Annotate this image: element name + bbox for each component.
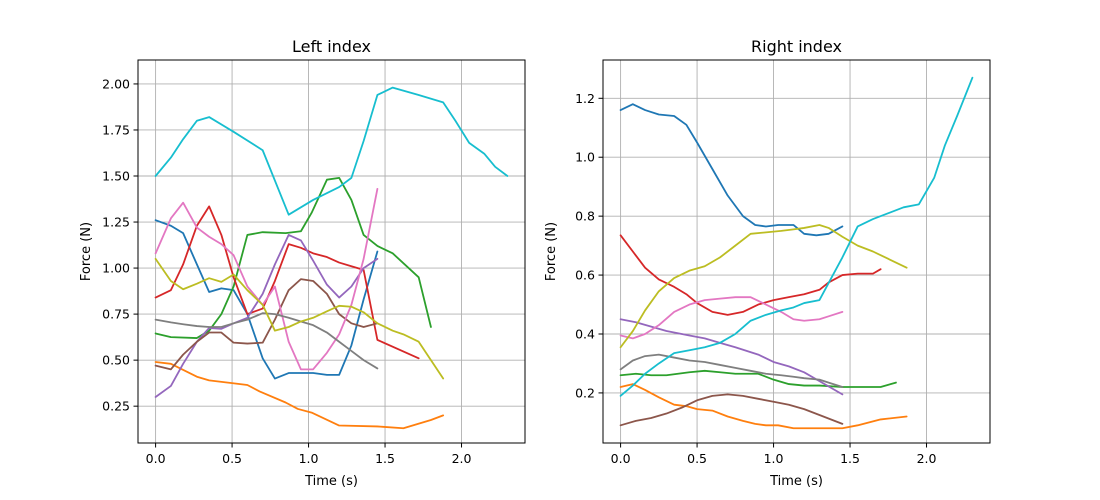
right-x-tick-label: 0.0 bbox=[611, 451, 631, 466]
right-series-line-10 bbox=[619, 76, 974, 397]
right-x-tick-label: 0.5 bbox=[687, 451, 707, 466]
right-y-axis-label: Force (N) bbox=[544, 222, 559, 281]
left-series-line-6 bbox=[154, 278, 379, 371]
left-series-line-8 bbox=[154, 312, 379, 370]
right-x-axis-label: Time (s) bbox=[769, 474, 823, 489]
left-y-axis-label: Force (N) bbox=[79, 222, 94, 281]
right-y-tick-label: 0.2 bbox=[575, 385, 595, 400]
left-series-line-3 bbox=[154, 176, 432, 339]
left-x-tick-label: 2.0 bbox=[452, 451, 472, 466]
right-axes-frame bbox=[602, 59, 991, 444]
right-series-line-2 bbox=[619, 383, 908, 430]
left-chart-title: Left index bbox=[292, 37, 371, 56]
left-y-tick-label: 0.75 bbox=[102, 307, 130, 322]
right-series-group bbox=[619, 76, 974, 430]
left-y-tick-label: 1.75 bbox=[102, 122, 130, 137]
left-series-line-9 bbox=[154, 257, 445, 380]
left-series-group bbox=[154, 86, 509, 430]
right-index-plot: 0.0 0.5 1.0 1.5 2.0 0.2 0.4 0.6 0.8 1.0 1.2 Right … bbox=[544, 37, 991, 489]
left-x-tick-label: 0.5 bbox=[222, 451, 242, 466]
left-y-tick-label: 1.50 bbox=[102, 169, 130, 184]
right-grid bbox=[603, 60, 990, 443]
right-chart-title: Right index bbox=[751, 37, 842, 56]
left-y-tick-label: 0.25 bbox=[102, 399, 130, 414]
right-y-tick-label: 0.8 bbox=[575, 209, 595, 224]
right-y-tick-label: 0.6 bbox=[575, 268, 595, 283]
left-ticks: 0.0 0.5 1.0 1.5 2.0 0.25 0.50 0.75 1.00 1.25 1.50 1… bbox=[102, 76, 471, 466]
right-y-tick-label: 1.2 bbox=[575, 91, 595, 106]
left-series-line-7 bbox=[154, 187, 379, 371]
left-y-tick-label: 1.25 bbox=[102, 215, 130, 230]
right-series-line-8 bbox=[619, 353, 844, 388]
left-x-axis-label: Time (s) bbox=[304, 474, 358, 489]
right-series-line-4 bbox=[619, 234, 882, 316]
left-series-line-2 bbox=[154, 361, 445, 430]
left-series-line-1 bbox=[154, 219, 379, 380]
right-x-tick-label: 1.5 bbox=[840, 451, 860, 466]
right-x-tick-label: 2.0 bbox=[917, 451, 937, 466]
left-x-tick-label: 1.0 bbox=[299, 451, 319, 466]
right-x-tick-label: 1.0 bbox=[764, 451, 784, 466]
right-series-line-3 bbox=[619, 369, 897, 388]
left-x-tick-label: 0.0 bbox=[146, 451, 166, 466]
left-series-line-10 bbox=[154, 86, 509, 216]
left-series-line-5 bbox=[154, 234, 379, 398]
right-series-line-1 bbox=[619, 103, 844, 237]
left-y-tick-label: 2.00 bbox=[102, 76, 130, 91]
right-series-line-9 bbox=[619, 224, 908, 349]
left-x-tick-label: 1.5 bbox=[375, 451, 395, 466]
left-y-tick-label: 1.00 bbox=[102, 261, 130, 276]
right-series-line-6 bbox=[619, 393, 844, 427]
left-axes-frame bbox=[137, 59, 526, 444]
left-index-plot: 0.0 0.5 1.0 1.5 2.0 0.25 0.50 0.75 1.00 1.25 1.50 1… bbox=[79, 37, 526, 489]
left-y-tick-label: 0.50 bbox=[102, 353, 130, 368]
right-y-tick-label: 0.4 bbox=[575, 326, 595, 341]
right-ticks: 0.0 0.5 1.0 1.5 2.0 0.2 0.4 0.6 0.8 1.0 1.2 bbox=[575, 91, 936, 466]
right-y-tick-label: 1.0 bbox=[575, 150, 595, 165]
right-series-line-7 bbox=[619, 296, 844, 340]
